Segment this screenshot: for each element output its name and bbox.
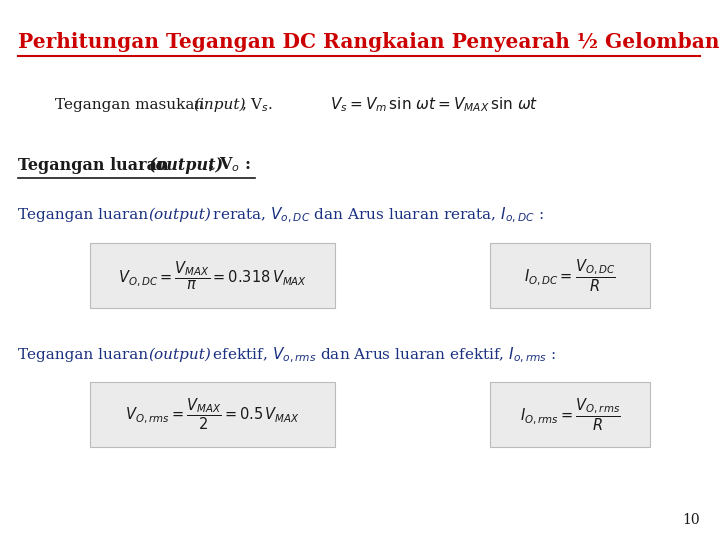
Text: , V$_o$ :: , V$_o$ :	[208, 156, 251, 174]
Bar	[90, 382, 335, 447]
Text: Perhitungan Tegangan DC Rangkaian Penyearah ½ Gelombang: Perhitungan Tegangan DC Rangkaian Penyea…	[18, 32, 720, 52]
Bar	[490, 382, 650, 447]
Text: $I_{O,DC} = \dfrac{V_{O,DC}}{R}$: $I_{O,DC} = \dfrac{V_{O,DC}}{R}$	[524, 257, 616, 294]
Text: (output): (output)	[148, 157, 223, 173]
Text: Tegangan masukan: Tegangan masukan	[55, 98, 209, 112]
Text: Tegangan luaran: Tegangan luaran	[18, 157, 174, 173]
Text: (output): (output)	[148, 348, 211, 362]
Text: $I_{O,rms} = \dfrac{V_{O,rms}}{R}$: $I_{O,rms} = \dfrac{V_{O,rms}}{R}$	[520, 396, 621, 433]
Bar	[90, 243, 335, 308]
Text: efektif, $V_{o,rms}$ dan Arus luaran efektif, $I_{o,rms}$ :: efektif, $V_{o,rms}$ dan Arus luaran efe…	[208, 346, 557, 365]
Bar	[490, 243, 650, 308]
Text: (input): (input)	[193, 98, 246, 112]
Text: Tegangan luaran: Tegangan luaran	[18, 348, 153, 362]
Text: $V_{O,DC} = \dfrac{V_{MAX}}{\pi} = 0.318\,V_{MAX}$: $V_{O,DC} = \dfrac{V_{MAX}}{\pi} = 0.318…	[118, 259, 307, 292]
Text: $V_s = V_m\,\sin\,\omega t = V_{MAX}\,\sin\,\omega t$: $V_s = V_m\,\sin\,\omega t = V_{MAX}\,\s…	[330, 96, 539, 114]
Text: , V$_s$.: , V$_s$.	[241, 96, 274, 114]
Text: (output): (output)	[148, 208, 211, 222]
Text: $V_{O,rms} = \dfrac{V_{MAX}}{2} = 0.5\,V_{MAX}$: $V_{O,rms} = \dfrac{V_{MAX}}{2} = 0.5\,V…	[125, 397, 300, 432]
Text: 10: 10	[683, 513, 700, 527]
Text: rerata, $V_{o,DC}$ dan Arus luaran rerata, $I_{o,DC}$ :: rerata, $V_{o,DC}$ dan Arus luaran rerat…	[208, 205, 544, 225]
Text: Tegangan luaran: Tegangan luaran	[18, 208, 153, 222]
